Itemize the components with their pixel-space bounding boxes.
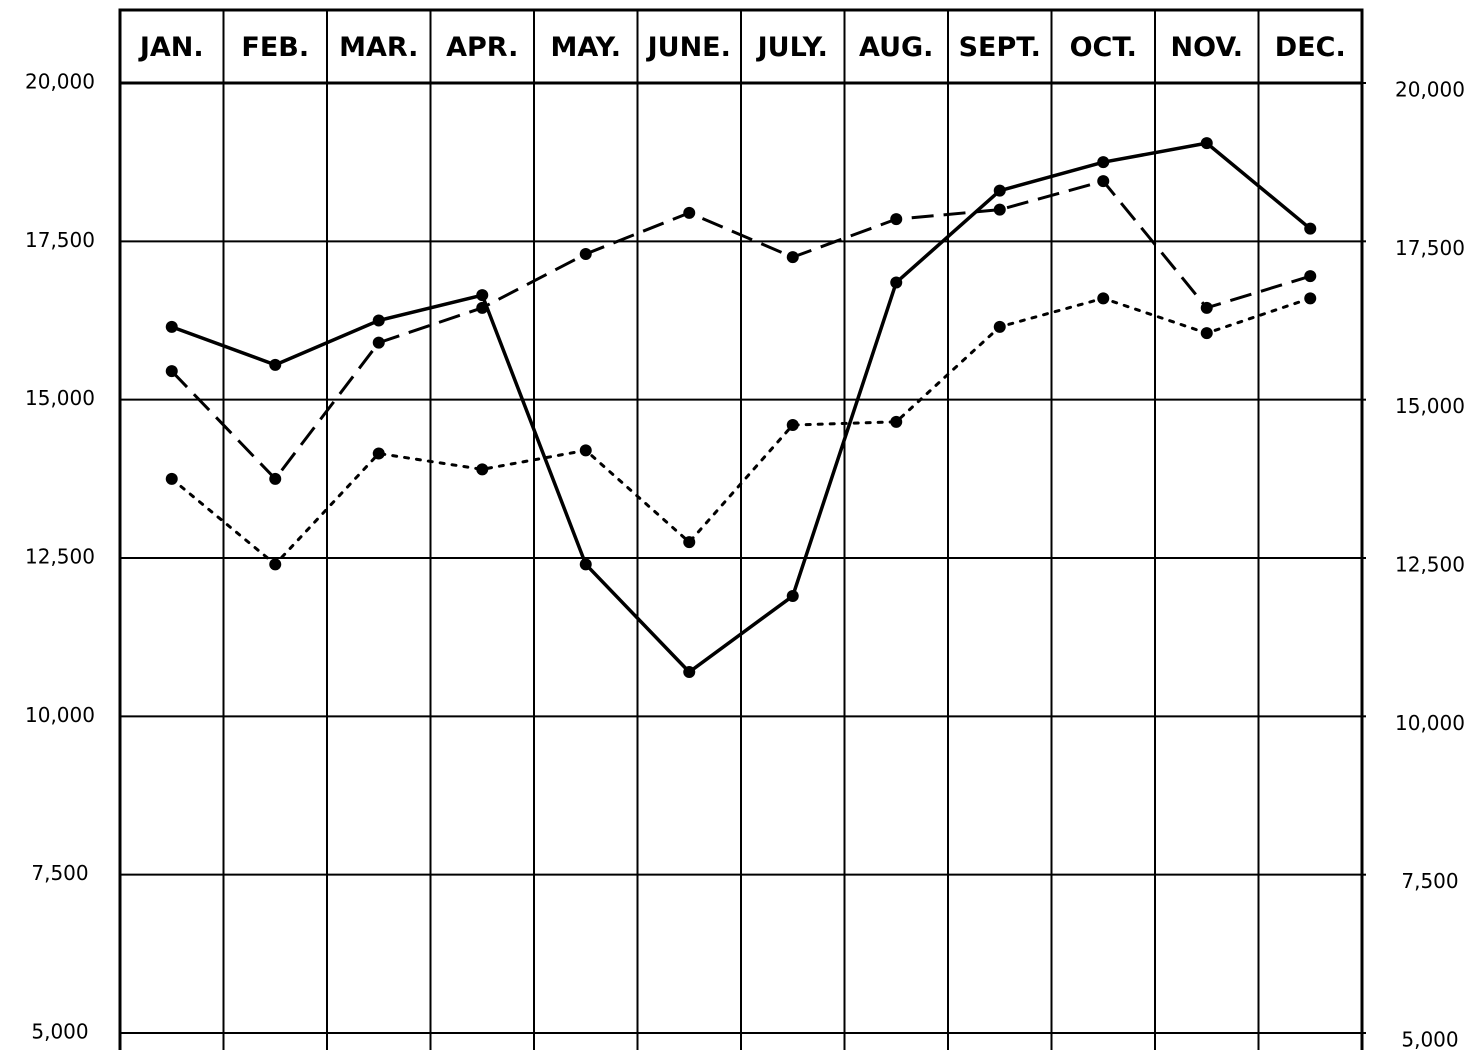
y2-tick-label: 7,500 (1401, 869, 1458, 893)
y2-tick-label: 12,500 (1395, 553, 1465, 577)
data-point (993, 203, 1006, 216)
y2-tick-label: 5,000 (1401, 1028, 1458, 1050)
y2-tick-label: 10,000 (1395, 711, 1465, 735)
y-tick-label: 10,000 (25, 703, 95, 727)
y-tick-label: 17,500 (25, 228, 95, 252)
y2-tick-label: 20,000 (1395, 78, 1465, 102)
month-label: SEPT. (959, 32, 1041, 63)
data-point (1200, 301, 1213, 314)
data-point (476, 289, 489, 302)
data-point (890, 213, 903, 226)
data-point (1097, 156, 1110, 169)
data-point (890, 276, 903, 289)
month-label: JAN. (138, 32, 204, 63)
month-label: NOV. (1171, 32, 1244, 63)
series-line (171, 141, 1312, 675)
data-point (993, 320, 1006, 333)
y-tick-label: 12,500 (25, 545, 95, 569)
data-point (476, 463, 489, 476)
data-point (269, 472, 282, 485)
data-point (1304, 292, 1317, 305)
data-point (683, 536, 696, 549)
data-point (1200, 137, 1213, 150)
month-label: JULY. (756, 32, 828, 63)
data-point (1097, 175, 1110, 188)
data-point (1097, 292, 1110, 305)
data-point (1200, 327, 1213, 340)
series-line (170, 296, 1312, 567)
data-point (890, 415, 903, 428)
data-point (165, 472, 178, 485)
month-label: DEC. (1275, 32, 1346, 63)
data-point (269, 558, 282, 571)
data-point (786, 251, 799, 264)
month-label: AUG. (859, 32, 933, 63)
data-point (269, 358, 282, 371)
data-point (1304, 270, 1317, 283)
y-tick-label: 7,500 (31, 861, 88, 885)
y-tick-label: 15,000 (25, 386, 95, 410)
data-point (786, 419, 799, 431)
y2-tick-label: 17,500 (1395, 236, 1465, 260)
data-point (1304, 222, 1317, 235)
month-label: APR. (446, 32, 518, 63)
month-label: JUNE. (646, 32, 731, 63)
month-label: FEB. (241, 32, 309, 63)
data-point (683, 206, 696, 219)
series-line (170, 179, 1311, 482)
data-point (476, 301, 489, 314)
data-point (372, 314, 385, 327)
data-point (372, 447, 385, 460)
month-label: MAY. (550, 32, 621, 63)
month-label: MAR. (339, 32, 418, 63)
data-point (683, 666, 696, 678)
data-point (579, 248, 592, 260)
y-tick-label: 5,000 (31, 1020, 88, 1044)
month-label: OCT. (1070, 32, 1137, 63)
data-point (372, 336, 385, 349)
data-point (579, 558, 592, 571)
data-point (579, 444, 592, 457)
data-point (165, 320, 178, 333)
y-tick-label: 20,000 (25, 70, 95, 94)
data-point (786, 590, 799, 602)
data-point (993, 184, 1006, 197)
data-point (165, 365, 178, 378)
y2-tick-label: 15,000 (1395, 394, 1465, 418)
